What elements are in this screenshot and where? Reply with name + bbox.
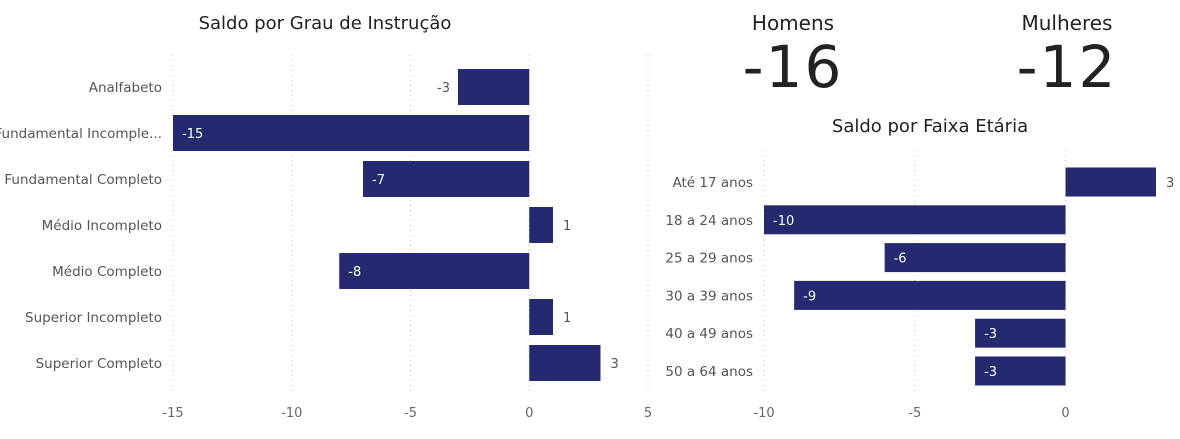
bar[interactable] (1065, 167, 1156, 197)
chart-grau-instrucao: -15 -10 -5 0 5 Analfabeto -3 Fundamental Incomp… (0, 55, 652, 421)
bar[interactable] (884, 243, 1066, 273)
data-label: -15 (182, 127, 203, 142)
bar[interactable] (975, 318, 1066, 348)
bar[interactable] (975, 356, 1066, 386)
x-tick-label: -10 (281, 406, 302, 421)
category-label: Analfabeto (89, 80, 162, 96)
kpi-homens-label: Homens (751, 11, 835, 35)
chart-title-grau: Saldo por Grau de Instrução (198, 13, 452, 34)
category-label: 25 a 29 anos (665, 251, 753, 267)
bar[interactable] (363, 161, 530, 197)
data-label: 3 (1166, 176, 1174, 191)
x-tick-label: -5 (404, 406, 417, 421)
bar[interactable] (529, 345, 601, 381)
kpi-mulheres-value: -12 (1016, 33, 1118, 101)
data-label: -9 (803, 289, 816, 304)
x-tick-label: 0 (1061, 406, 1069, 421)
bar[interactable] (764, 205, 1066, 235)
data-label: -7 (372, 173, 385, 188)
data-label: -6 (894, 252, 907, 267)
bar[interactable] (794, 280, 1066, 310)
data-label: -3 (984, 327, 997, 342)
data-label: 1 (563, 311, 571, 326)
kpi-mulheres-label: Mulheres (1021, 11, 1113, 35)
category-label: 40 a 49 anos (665, 326, 753, 342)
category-label: 18 a 24 anos (665, 213, 753, 229)
bar[interactable] (458, 69, 530, 105)
category-label: 50 a 64 anos (665, 364, 753, 380)
x-tick-label: -10 (753, 406, 774, 421)
category-label: Fundamental Completo (4, 172, 162, 188)
bar[interactable] (173, 115, 530, 151)
x-tick-label: 0 (525, 406, 533, 421)
chart-faixa-etaria: -10 -5 0 Até 17 anos 3 18 a 24 anos -10 25 a 29… (665, 150, 1174, 421)
bar[interactable] (529, 207, 553, 243)
data-label: 3 (611, 357, 619, 372)
bar[interactable] (339, 253, 530, 289)
category-label: Médio Completo (52, 264, 162, 280)
bar[interactable] (529, 299, 553, 335)
category-label: Superior Incompleto (25, 310, 162, 326)
data-label: 1 (563, 219, 571, 234)
x-tick-label: -15 (162, 406, 183, 421)
data-label: -3 (437, 81, 450, 96)
category-label: 30 a 39 anos (665, 288, 753, 304)
data-label: -3 (984, 365, 997, 380)
kpi-homens-value: -16 (742, 33, 844, 101)
category-label: Fundamental Incomple... (0, 126, 162, 142)
data-label: -8 (348, 265, 361, 280)
category-label: Até 17 anos (673, 175, 753, 191)
data-label: -10 (773, 214, 794, 229)
x-tick-label: 5 (644, 406, 652, 421)
category-label: Médio Incompleto (42, 218, 162, 234)
category-label: Superior Completo (36, 356, 162, 372)
chart-title-faixa: Saldo por Faixa Etária (831, 116, 1029, 137)
x-tick-label: -5 (908, 406, 921, 421)
